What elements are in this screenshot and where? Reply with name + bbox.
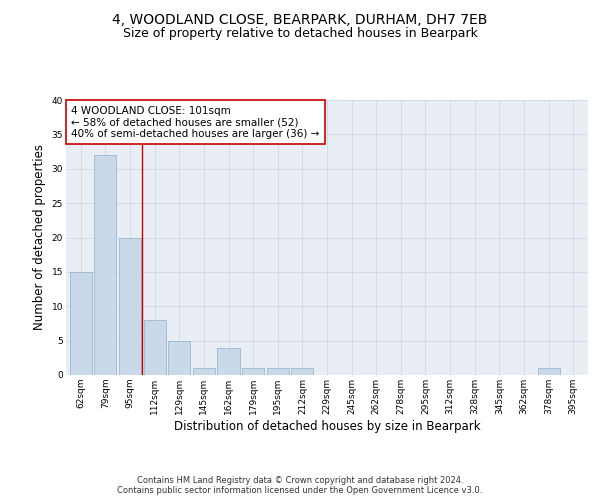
Bar — [94, 155, 116, 375]
Y-axis label: Number of detached properties: Number of detached properties — [33, 144, 46, 330]
Bar — [538, 368, 560, 375]
Bar — [119, 238, 141, 375]
Bar — [193, 368, 215, 375]
Bar — [291, 368, 313, 375]
Bar — [266, 368, 289, 375]
Text: Size of property relative to detached houses in Bearpark: Size of property relative to detached ho… — [122, 28, 478, 40]
Bar — [242, 368, 264, 375]
Bar — [143, 320, 166, 375]
Bar — [168, 340, 190, 375]
Text: Contains HM Land Registry data © Crown copyright and database right 2024.
Contai: Contains HM Land Registry data © Crown c… — [118, 476, 482, 495]
X-axis label: Distribution of detached houses by size in Bearpark: Distribution of detached houses by size … — [173, 420, 481, 432]
Text: 4 WOODLAND CLOSE: 101sqm
← 58% of detached houses are smaller (52)
40% of semi-d: 4 WOODLAND CLOSE: 101sqm ← 58% of detach… — [71, 106, 320, 138]
Bar — [70, 272, 92, 375]
Bar — [217, 348, 239, 375]
Text: 4, WOODLAND CLOSE, BEARPARK, DURHAM, DH7 7EB: 4, WOODLAND CLOSE, BEARPARK, DURHAM, DH7… — [112, 12, 488, 26]
